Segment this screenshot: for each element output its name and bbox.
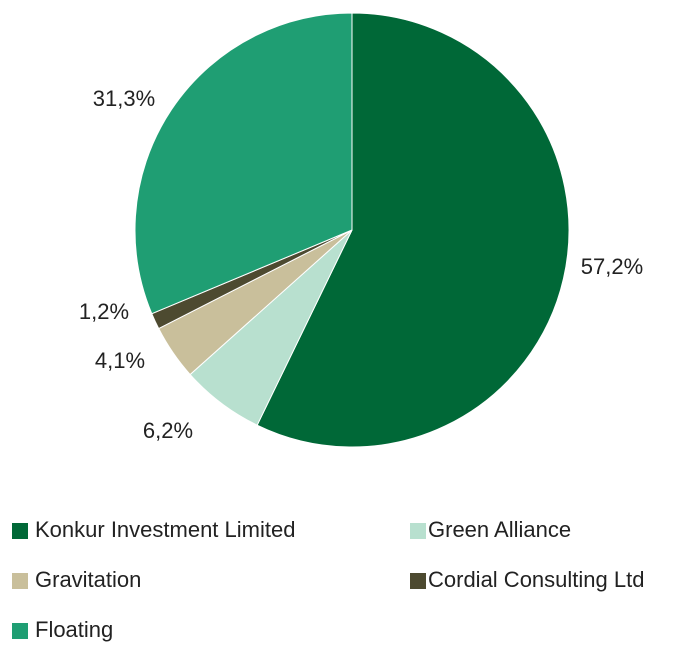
data-label: 6,2% bbox=[143, 418, 193, 443]
data-label: 4,1% bbox=[95, 348, 145, 373]
data-label: 57,2% bbox=[581, 254, 643, 279]
pie-slice bbox=[256, 12, 570, 448]
legend-swatch bbox=[12, 523, 28, 539]
legend-label: Floating bbox=[35, 617, 113, 642]
data-label: 1,2% bbox=[79, 299, 129, 324]
legend-label: Cordial Consulting Ltd bbox=[428, 567, 644, 592]
data-label: 31,3% bbox=[93, 86, 155, 111]
pie-slice bbox=[134, 12, 353, 315]
legend-label: Gravitation bbox=[35, 567, 141, 592]
legend-swatch bbox=[12, 573, 28, 589]
legend-swatch bbox=[410, 523, 426, 539]
legend-swatch bbox=[12, 623, 28, 639]
legend-swatch bbox=[410, 573, 426, 589]
legend-label: Konkur Investment Limited bbox=[35, 517, 295, 542]
legend-label: Green Alliance bbox=[428, 517, 571, 542]
